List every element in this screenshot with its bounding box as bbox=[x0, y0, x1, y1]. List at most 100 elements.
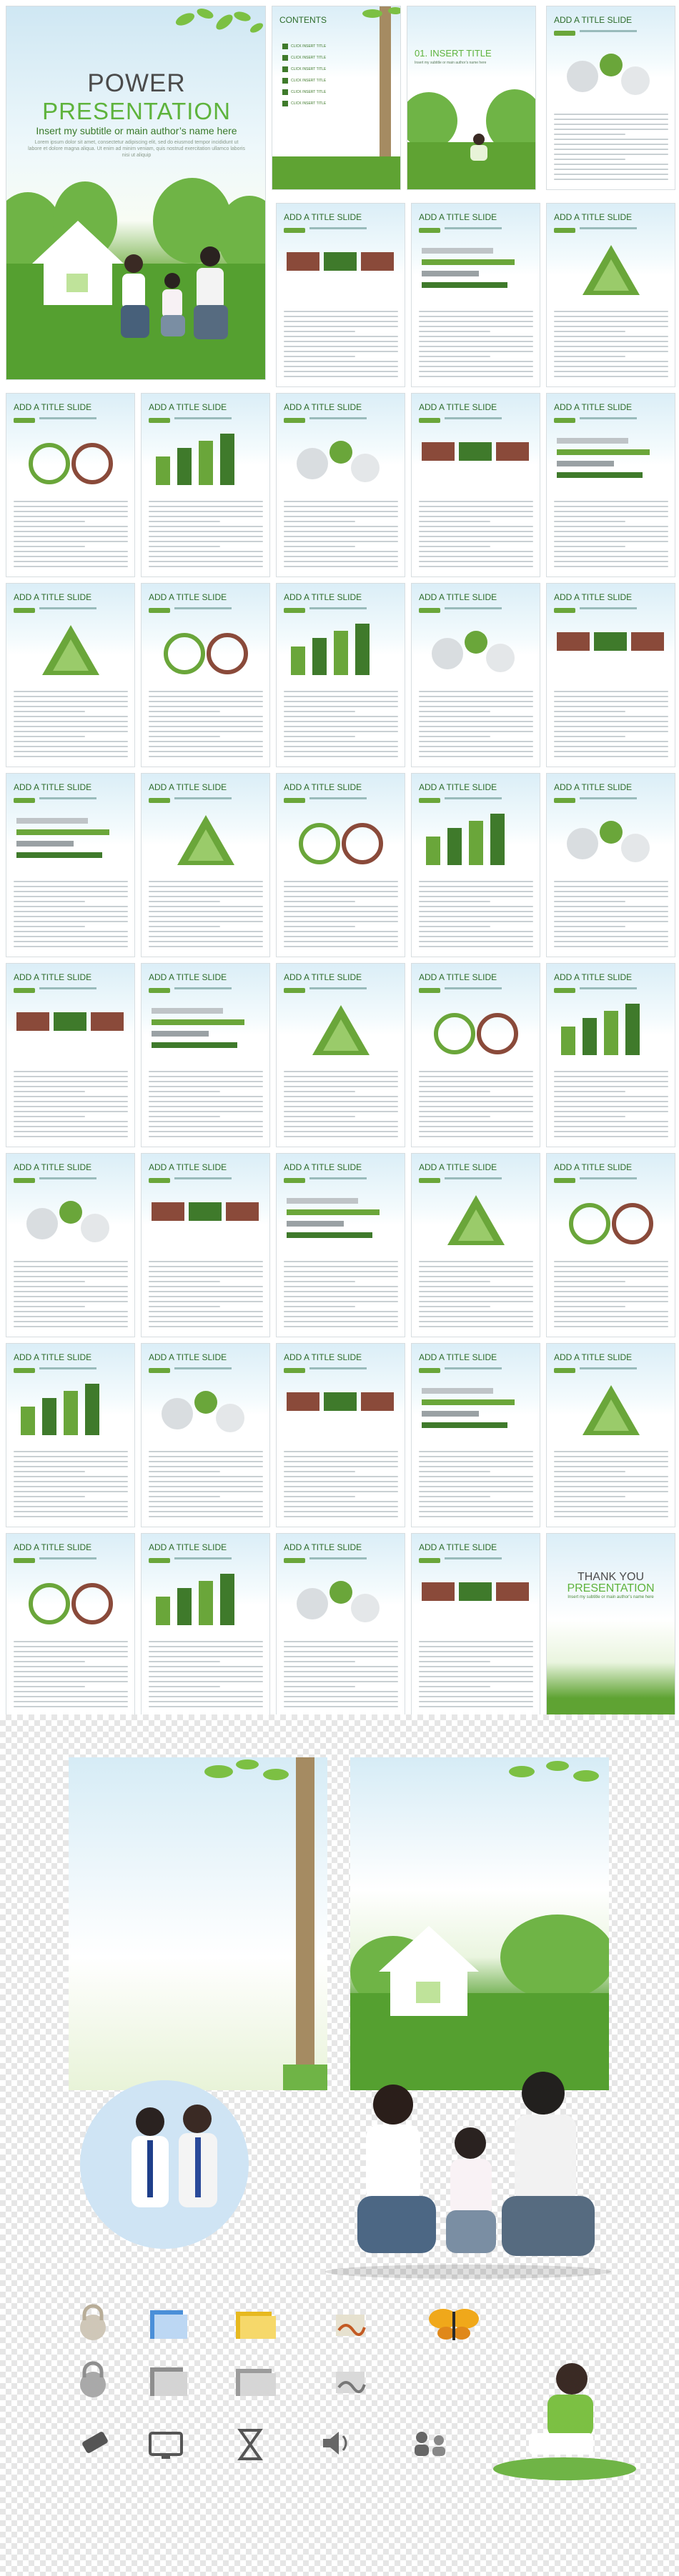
content-slide[interactable]: ADD A TITLE SLIDE bbox=[141, 1533, 270, 1717]
text-line bbox=[284, 1501, 398, 1502]
content-slide[interactable]: ADD A TITLE SLIDE bbox=[141, 963, 270, 1147]
text-line bbox=[284, 356, 355, 357]
slide-subtitle-bar bbox=[445, 417, 502, 419]
contents-slide[interactable]: CONTENTS CLICK INSERT TITLE CLICK INSERT… bbox=[272, 6, 401, 190]
text-line bbox=[554, 1071, 668, 1072]
text-line bbox=[419, 541, 533, 542]
slide-graphic bbox=[29, 443, 113, 484]
text-line bbox=[149, 741, 263, 742]
content-slide[interactable]: ADD A TITLE SLIDE bbox=[411, 963, 540, 1147]
content-slide[interactable]: ADD A TITLE SLIDE bbox=[276, 393, 405, 577]
slide-title: ADD A TITLE SLIDE bbox=[554, 402, 633, 412]
slide-graphic bbox=[177, 815, 234, 865]
content-slide[interactable]: ADD A TITLE SLIDE bbox=[6, 1153, 135, 1337]
content-slide[interactable]: ADD A TITLE SLIDE bbox=[546, 1343, 675, 1527]
text-line bbox=[284, 1491, 398, 1492]
text-line bbox=[554, 1311, 668, 1312]
contents-item[interactable]: CLICK INSERT TITLE bbox=[282, 52, 368, 64]
content-slide[interactable]: ADD A TITLE SLIDE bbox=[6, 583, 135, 767]
thank-you-slide[interactable]: THANK YOU PRESENTATION Insert my subtitle … bbox=[546, 1533, 675, 1717]
slide-subtitle-bar bbox=[39, 417, 96, 419]
content-slide[interactable]: ADD A TITLE SLIDE bbox=[546, 203, 675, 387]
text-line bbox=[419, 1296, 533, 1297]
content-slide[interactable]: ADD A TITLE SLIDE bbox=[276, 773, 405, 957]
slide-subtitle-bar bbox=[445, 1557, 502, 1559]
text-line bbox=[554, 1301, 668, 1302]
slide-tag bbox=[14, 1368, 35, 1373]
slide-tag bbox=[419, 988, 440, 993]
text-line bbox=[554, 179, 668, 180]
text-line bbox=[149, 526, 263, 527]
slide-title: ADD A TITLE SLIDE bbox=[14, 1352, 92, 1362]
slide-tag bbox=[554, 418, 575, 423]
contents-item[interactable]: CLICK INSERT TITLE bbox=[282, 86, 368, 98]
content-slide[interactable]: ADD A TITLE SLIDE bbox=[6, 1343, 135, 1527]
text-line bbox=[14, 511, 128, 512]
content-slide[interactable]: ADD A TITLE SLIDE bbox=[141, 393, 270, 577]
text-line bbox=[554, 736, 625, 737]
text-line bbox=[419, 1666, 533, 1667]
content-slide[interactable]: ADD A TITLE SLIDE bbox=[141, 773, 270, 957]
sign-gray-icon bbox=[336, 2372, 366, 2393]
contents-item[interactable]: CLICK INSERT TITLE bbox=[282, 64, 368, 75]
content-slide[interactable]: ADD A TITLE SLIDE bbox=[6, 963, 135, 1147]
content-slide[interactable]: ADD A TITLE SLIDE bbox=[276, 963, 405, 1147]
text-line bbox=[554, 1126, 668, 1127]
content-slide[interactable]: ADD A TITLE SLIDE bbox=[411, 1533, 540, 1717]
text-line bbox=[284, 1511, 398, 1512]
content-slide[interactable]: ADD A TITLE SLIDE bbox=[141, 1343, 270, 1527]
text-line bbox=[554, 114, 668, 115]
cover-slide[interactable]: POWER PRESENTATION Insert my subtitle or… bbox=[6, 6, 266, 380]
content-slide[interactable]: ADD A TITLE SLIDE bbox=[276, 1533, 405, 1717]
text-line bbox=[284, 1321, 398, 1322]
content-slide[interactable]: ADD A TITLE SLIDE bbox=[6, 393, 135, 577]
slide-tag bbox=[419, 1178, 440, 1183]
text-line bbox=[419, 1076, 533, 1077]
content-slide[interactable]: ADD A TITLE SLIDE bbox=[6, 773, 135, 957]
text-line bbox=[419, 1126, 533, 1127]
content-slide[interactable]: ADD A TITLE SLIDE bbox=[546, 583, 675, 767]
contents-item[interactable]: CLICK INSERT TITLE bbox=[282, 41, 368, 52]
text-line bbox=[149, 881, 263, 882]
content-slide[interactable]: ADD A TITLE SLIDE bbox=[411, 1153, 540, 1337]
content-slide[interactable]: ADD A TITLE SLIDE bbox=[546, 6, 675, 190]
text-line bbox=[14, 1276, 128, 1277]
text-line bbox=[419, 1116, 490, 1117]
content-slide[interactable]: ADD A TITLE SLIDE bbox=[141, 583, 270, 767]
text-line bbox=[149, 506, 263, 507]
text-line bbox=[554, 536, 668, 537]
text-line bbox=[14, 531, 128, 532]
slide-title: ADD A TITLE SLIDE bbox=[419, 212, 497, 222]
content-slide[interactable]: ADD A TITLE SLIDE bbox=[411, 203, 540, 387]
text-line bbox=[419, 331, 490, 332]
text-line bbox=[554, 119, 668, 120]
text-line bbox=[554, 921, 668, 922]
content-slide[interactable]: ADD A TITLE SLIDE bbox=[411, 1343, 540, 1527]
section-slide[interactable]: 01. INSERT TITLE Insert my subtitle or m… bbox=[407, 6, 536, 190]
content-slide[interactable]: ADD A TITLE SLIDE bbox=[546, 773, 675, 957]
content-slide[interactable]: ADD A TITLE SLIDE bbox=[546, 393, 675, 577]
content-slide[interactable]: ADD A TITLE SLIDE bbox=[6, 1533, 135, 1717]
text-line bbox=[284, 1131, 398, 1132]
content-slide[interactable]: ADD A TITLE SLIDE bbox=[546, 963, 675, 1147]
content-slide[interactable]: ADD A TITLE SLIDE bbox=[411, 773, 540, 957]
text-line bbox=[284, 1311, 398, 1312]
text-line bbox=[284, 1306, 355, 1307]
text-line bbox=[149, 1471, 220, 1472]
content-slide[interactable]: ADD A TITLE SLIDE bbox=[411, 583, 540, 767]
slide-title: ADD A TITLE SLIDE bbox=[149, 972, 227, 982]
content-slide[interactable]: ADD A TITLE SLIDE bbox=[276, 203, 405, 387]
content-slide[interactable]: ADD A TITLE SLIDE bbox=[276, 1153, 405, 1337]
contents-item[interactable]: CLICK INSERT TITLE bbox=[282, 98, 368, 109]
content-slide[interactable]: ADD A TITLE SLIDE bbox=[276, 583, 405, 767]
content-slide[interactable]: ADD A TITLE SLIDE bbox=[546, 1153, 675, 1337]
slide-graphic bbox=[583, 245, 640, 295]
family-asset bbox=[325, 2072, 611, 2279]
contents-item[interactable]: CLICK INSERT TITLE bbox=[282, 75, 368, 86]
content-slide[interactable]: ADD A TITLE SLIDE bbox=[141, 1153, 270, 1337]
content-slide[interactable]: ADD A TITLE SLIDE bbox=[411, 393, 540, 577]
text-line bbox=[419, 1671, 533, 1672]
text-line bbox=[554, 1466, 668, 1467]
text-line bbox=[284, 706, 398, 707]
content-slide[interactable]: ADD A TITLE SLIDE bbox=[276, 1343, 405, 1527]
